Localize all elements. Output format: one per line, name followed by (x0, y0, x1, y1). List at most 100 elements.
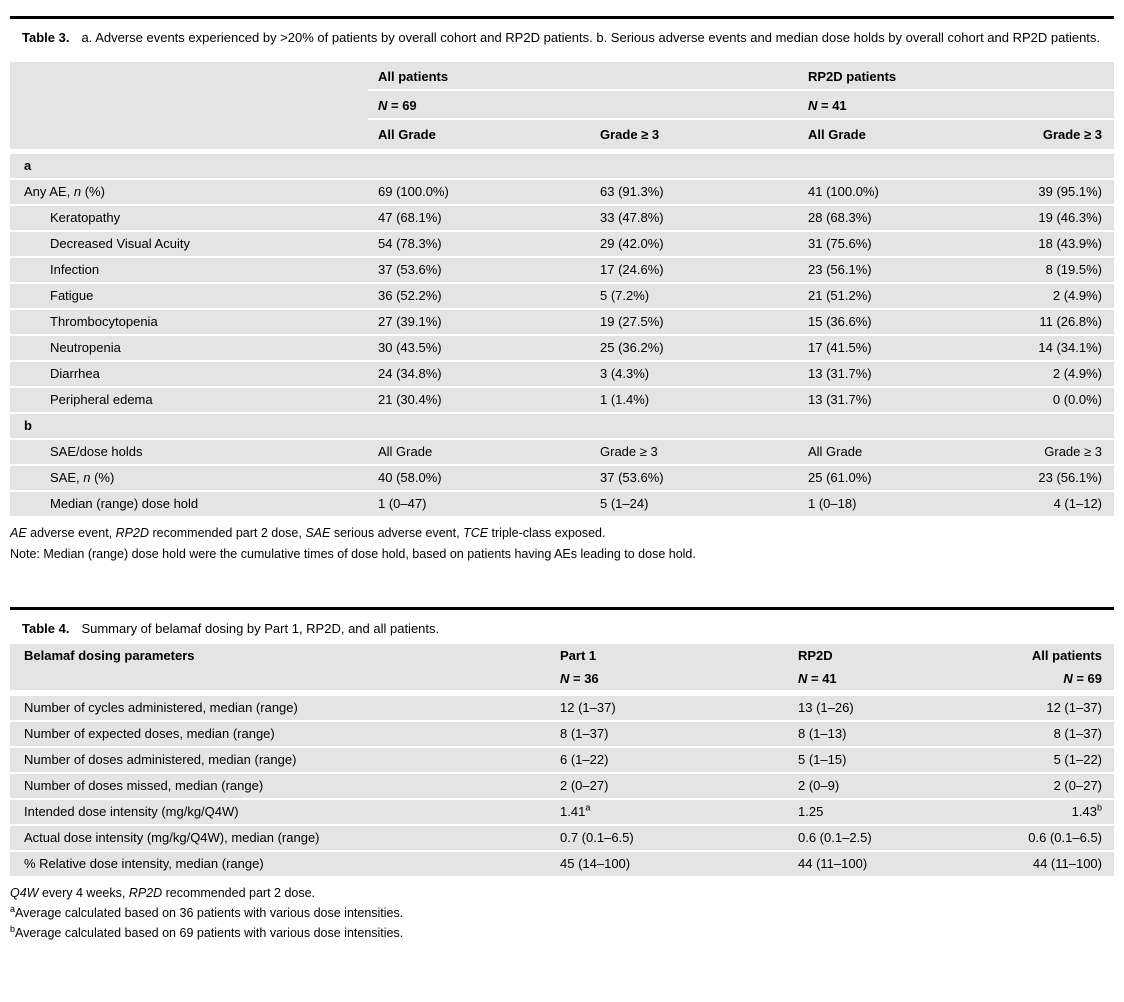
cell-value: 1.25 (798, 804, 824, 819)
table4-row-cycles: Number of cycles administered, median (r… (10, 696, 1114, 720)
row-label: Infection (50, 262, 100, 277)
cell-value: 27 (39.1%) (378, 314, 442, 329)
row-label: Neutropenia (50, 340, 121, 355)
cell-value: 3 (4.3%) (600, 366, 650, 381)
row-label: SAE, n (%) (50, 470, 115, 485)
cell-value: 17 (24.6%) (600, 262, 664, 277)
table3-top-rule (10, 16, 1114, 19)
table4-n-all-patients: N = 69 (1063, 671, 1102, 686)
cell-value: 13 (31.7%) (808, 392, 872, 407)
row-label: Thrombocytopenia (50, 314, 158, 329)
cell-value: 0.6 (0.1–2.5) (798, 830, 872, 845)
table3-row-any-ae: Any AE, n (%) 69 (100.0%) 63 (91.3%) 41 … (10, 180, 1114, 204)
table3-col-grade3-2: Grade ≥ 3 (1042, 127, 1102, 142)
cell-value: 21 (51.2%) (808, 288, 872, 303)
cell-value: Grade ≥ 3 (1044, 444, 1102, 459)
table4-row-intended-dose-intensity: Intended dose intensity (mg/kg/Q4W) 1.41… (10, 800, 1114, 824)
table3-n-rp2d-patients: N = 41 (798, 91, 1114, 120)
table4-footnotes: Q4W every 4 weeks, RP2D recommended part… (10, 883, 1114, 943)
cell-value: 17 (41.5%) (808, 340, 872, 355)
table3-row-section-b: b (10, 414, 1114, 438)
table3-row-peripheral-edema: Peripheral edema 21 (30.4%) 1 (1.4%) 13 … (10, 388, 1114, 412)
row-label: Number of doses administered, median (ra… (24, 752, 297, 767)
table3-n-all-patients: N = 69 (368, 91, 798, 120)
table3-body: a Any AE, n (%) 69 (100.0%) 63 (91.3%) 4… (10, 154, 1114, 516)
cell-value: 13 (31.7%) (808, 366, 872, 381)
table4-top-rule (10, 607, 1114, 610)
row-label: Intended dose intensity (mg/kg/Q4W) (24, 804, 239, 819)
cell-value: 6 (1–22) (560, 752, 609, 767)
cell-value: 23 (56.1%) (1038, 470, 1102, 485)
table4-col-rp2d: RP2D (798, 648, 833, 663)
cell-value: 0.7 (0.1–6.5) (560, 830, 634, 845)
table3-colgroup-rp2d-patients: RP2D patients (798, 62, 1114, 91)
table4-body: Number of cycles administered, median (r… (10, 696, 1114, 876)
row-label: Keratopathy (50, 210, 121, 225)
table3-header: All patients RP2D patients N = 69 N = 41… (10, 62, 1114, 149)
table3-header-empty-label (10, 62, 368, 149)
cell-value: 69 (100.0%) (378, 184, 449, 199)
cell-value: 1.43b (1071, 802, 1102, 819)
row-label: SAE/dose holds (50, 444, 143, 459)
cell-value: 21 (30.4%) (378, 392, 442, 407)
cell-value: 2 (0–27) (1053, 778, 1102, 793)
cell-value: 1.41a (560, 802, 591, 819)
table4-row-actual-dose-intensity: Actual dose intensity (mg/kg/Q4W), media… (10, 826, 1114, 850)
table4-footnote-abbreviations: Q4W every 4 weeks, RP2D recommended part… (10, 886, 316, 900)
cell-value: 28 (68.3%) (808, 210, 872, 225)
cell-value: Grade ≥ 3 (600, 444, 658, 459)
table3-row-thrombocytopenia: Thrombocytopenia 27 (39.1%) 19 (27.5%) 1… (10, 310, 1114, 334)
table4-n-rp2d: N = 41 (798, 671, 837, 686)
cell-value: 5 (1–15) (798, 752, 847, 767)
table3-row-neutropenia: Neutropenia 30 (43.5%) 25 (36.2%) 17 (41… (10, 336, 1114, 360)
row-label: Any AE, n (%) (24, 184, 105, 199)
table4-footnote-a: aAverage calculated based on 36 patients… (10, 903, 404, 920)
table3-row-decreased-visual-acuity: Decreased Visual Acuity 54 (78.3%) 29 (4… (10, 232, 1114, 256)
cell-value: 36 (52.2%) (378, 288, 442, 303)
cell-value: 18 (43.9%) (1038, 236, 1102, 251)
cell-value: 5 (1–22) (1053, 752, 1102, 767)
cell-value: 54 (78.3%) (378, 236, 442, 251)
cell-value: 41 (100.0%) (808, 184, 879, 199)
table3-col-all-grade-2: All Grade (808, 127, 866, 142)
cell-value: 8 (1–37) (1053, 726, 1102, 741)
cell-value: 15 (36.6%) (808, 314, 872, 329)
cell-value: 31 (75.6%) (808, 236, 872, 251)
table4-caption-text: Summary of belamaf dosing by Part 1, RP2… (81, 621, 440, 636)
cell-value: 0 (0.0%) (1052, 392, 1102, 407)
cell-value: 1 (1.4%) (600, 392, 650, 407)
cell-value: 0.6 (0.1–6.5) (1028, 830, 1102, 845)
cell-value: 37 (53.6%) (600, 470, 664, 485)
cell-value: 8 (1–37) (560, 726, 609, 741)
table3-row-keratopathy: Keratopathy 47 (68.1%) 33 (47.8%) 28 (68… (10, 206, 1114, 230)
cell-value: 19 (27.5%) (600, 314, 664, 329)
cell-value: 4 (1–12) (1053, 496, 1102, 511)
table3-row-section-a: a (10, 154, 1114, 178)
cell-value: 30 (43.5%) (378, 340, 442, 355)
cell-value: 8 (1–13) (798, 726, 847, 741)
table3-caption-text: a. Adverse events experienced by >20% of… (81, 30, 1101, 45)
table4-row-doses-missed: Number of doses missed, median (range) 2… (10, 774, 1114, 798)
section-label: a (24, 158, 32, 173)
cell-value: 29 (42.0%) (600, 236, 664, 251)
row-label: Median (range) dose hold (50, 496, 199, 511)
row-label: Peripheral edema (50, 392, 153, 407)
cell-value: 12 (1–37) (560, 700, 616, 715)
table4-col-all-patients: All patients (1031, 648, 1102, 663)
table3-caption-label: Table 3. (22, 30, 70, 45)
cell-value: 44 (11–100) (798, 856, 868, 871)
table3-col-all-grade-1: All Grade (378, 127, 436, 142)
cell-value: 2 (4.9%) (1052, 288, 1102, 303)
cell-value: 39 (95.1%) (1038, 184, 1102, 199)
section-label: b (24, 418, 32, 433)
row-label: Diarrhea (50, 366, 100, 381)
table4-caption: Table 4. Summary of belamaf dosing by Par… (22, 618, 1106, 639)
table4-row-expected-doses: Number of expected doses, median (range)… (10, 722, 1114, 746)
table4-col-part1: Part 1 (560, 648, 597, 663)
table3-row-sae-dose-holds: SAE/dose holds All Grade Grade ≥ 3 All G… (10, 440, 1114, 464)
cell-value: 25 (36.2%) (600, 340, 664, 355)
cell-value: 45 (14–100) (560, 856, 631, 871)
cell-value: 24 (34.8%) (378, 366, 442, 381)
cell-value: 2 (0–27) (560, 778, 609, 793)
cell-value: 5 (7.2%) (600, 288, 650, 303)
